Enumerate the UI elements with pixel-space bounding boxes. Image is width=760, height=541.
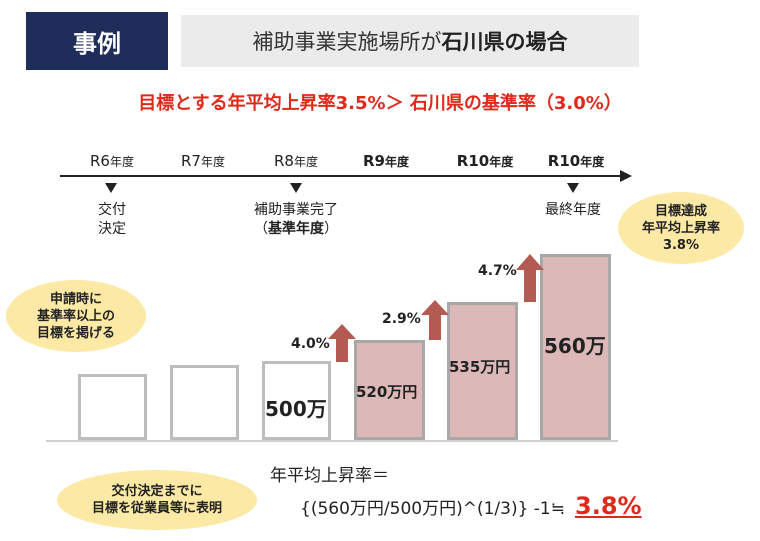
rate-label-1: 4.0% — [291, 336, 330, 352]
formula-body: {(560万円/500万円)^(1/3)} -1≒ — [300, 499, 566, 519]
year-main: R6 — [90, 152, 110, 170]
callout-line: 目標を従業員等に表明 — [91, 501, 222, 516]
note-line: 交付 — [98, 202, 126, 218]
case-title-bold: 石川県の場合 — [441, 30, 568, 54]
bar-r7 — [170, 365, 239, 440]
case-title: 補助事業実施場所が 石川県の場合 — [181, 15, 639, 67]
base-year-label: 基準年度 — [268, 221, 324, 237]
year-suffix: 年度 — [384, 155, 409, 169]
note-grant-decision: 交付 決定 — [82, 201, 142, 239]
bar-r10b — [540, 254, 611, 440]
growth-arrow-2 — [421, 300, 449, 340]
year-suffix: 年度 — [200, 155, 225, 169]
year-suffix: 年度 — [293, 155, 318, 169]
case-title-prefix: 補助事業実施場所が — [252, 30, 442, 54]
callout-line: 目標達成 — [654, 203, 707, 219]
callout-line: 基準率以上の — [36, 308, 115, 324]
rate-label-3: 4.7% — [478, 263, 517, 279]
bar-r8 — [262, 361, 331, 440]
bar-r6 — [78, 374, 147, 440]
example-tag: 事例 — [26, 12, 168, 70]
timeline-arrowhead — [620, 170, 632, 182]
target-rate-headline: 目標とする年平均上昇率3.5%＞ 石川県の基準率（3.0%） — [138, 93, 622, 114]
chart-baseline — [46, 440, 618, 442]
timeline-axis — [60, 175, 622, 177]
year-label-r10b: R10年度 — [526, 152, 626, 170]
year-suffix: 年度 — [489, 155, 514, 169]
paren-open: （ — [254, 221, 268, 237]
formula-label: 年平均上昇率＝ — [270, 466, 389, 486]
year-main: R8 — [274, 152, 294, 170]
year-label-r8: R8年度 — [246, 152, 346, 170]
note-final-year: 最終年度 — [528, 201, 618, 220]
year-label-r9: R9年度 — [336, 152, 436, 170]
year-main: R10 — [547, 152, 581, 170]
bar-r9 — [354, 340, 425, 440]
year-main: R9 — [362, 152, 385, 170]
year-label-r7: R7年度 — [153, 152, 253, 170]
paren-close: ） — [324, 221, 338, 237]
bar-value-r9: 520万円 — [356, 383, 418, 401]
year-label-r10a: R10年度 — [435, 152, 535, 170]
callout-line: 交付決定までに — [111, 484, 203, 499]
callout-line: 年平均上昇率 — [641, 220, 720, 236]
callout-goal-achieved: 目標達成 年平均上昇率 3.8% — [618, 192, 744, 264]
year-suffix: 年度 — [580, 155, 605, 169]
callout-announce-target: 交付決定までに 目標を従業員等に表明 — [57, 470, 257, 530]
bar-value-r8: 500万 — [265, 397, 327, 421]
rate-label-2: 2.9% — [382, 311, 421, 327]
bar-value-r10b: 560万 — [544, 334, 606, 358]
year-suffix: 年度 — [109, 155, 134, 169]
note-project-completion: 補助事業完了 （基準年度） — [231, 201, 361, 239]
callout-apply-target: 申請時に 基準率以上の 目標を掲げる — [6, 280, 146, 352]
bar-value-r10a: 535万円 — [449, 358, 511, 376]
note-line: 最終年度 — [545, 202, 601, 218]
callout-line: 目標を掲げる — [36, 325, 115, 341]
callout-line: 申請時に — [49, 291, 102, 307]
marker-r8 — [290, 183, 302, 193]
formula-result: 3.8% — [575, 492, 642, 520]
marker-r6 — [105, 183, 117, 193]
growth-arrow-1 — [328, 324, 356, 362]
formula-expression: {(560万円/500万円)^(1/3)} -1≒ 3.8% — [300, 492, 642, 520]
year-main: R10 — [456, 152, 490, 170]
note-line: 決定 — [98, 221, 126, 237]
growth-arrow-3 — [516, 254, 544, 302]
year-label-r6: R6年度 — [62, 152, 162, 170]
callout-line: 3.8% — [662, 237, 700, 253]
note-line: （基準年度） — [231, 220, 361, 239]
note-line: 補助事業完了 — [254, 202, 338, 218]
year-main: R7 — [181, 152, 201, 170]
bar-r10a — [447, 302, 518, 440]
marker-r10 — [567, 183, 579, 193]
